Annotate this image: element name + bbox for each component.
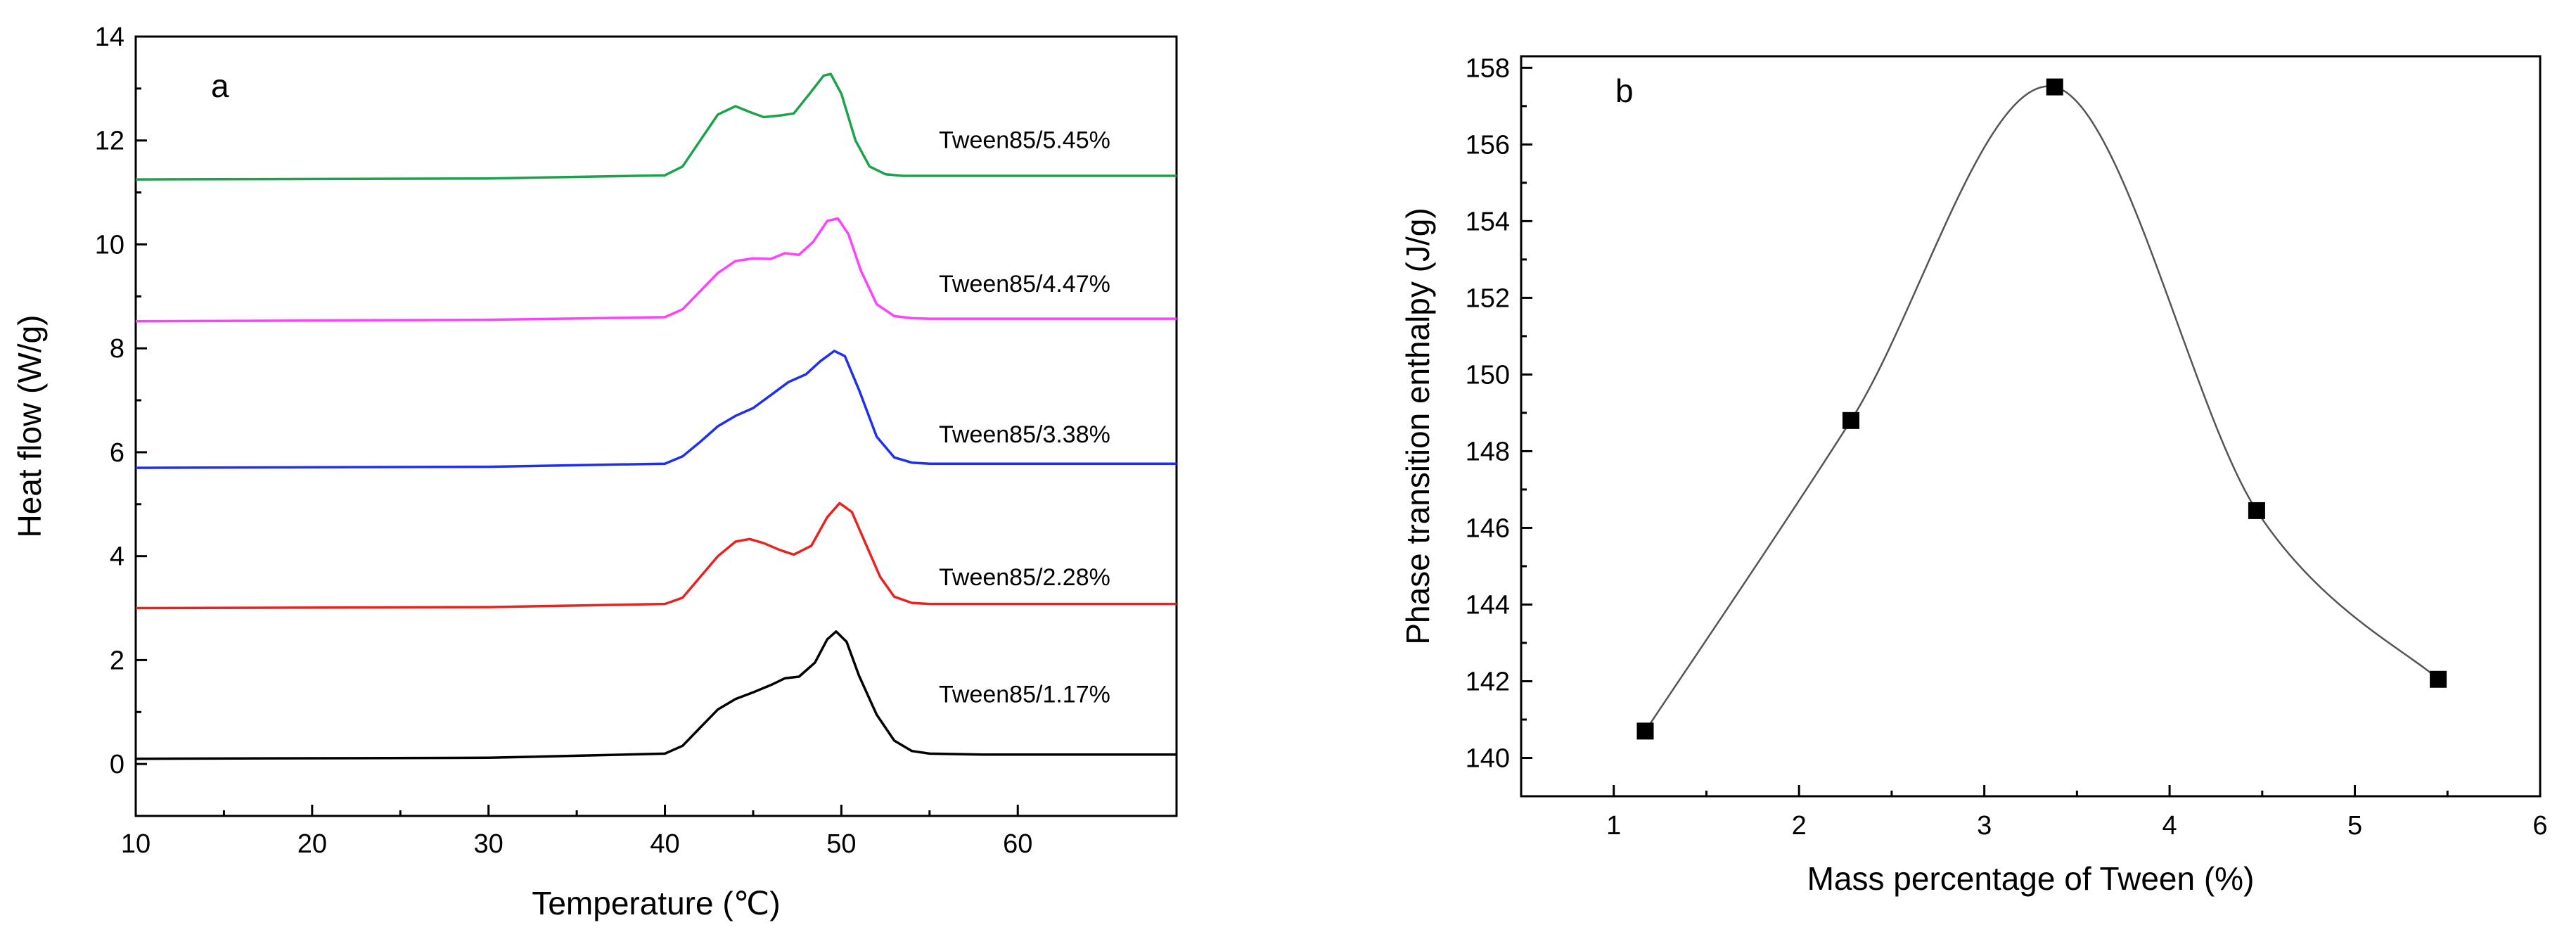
y-tick-label: 154: [1466, 207, 1510, 236]
panel-a-plot-frame: [134, 35, 1178, 817]
panel-label: a: [211, 68, 229, 104]
curve-label: Tween85/5.45%: [939, 127, 1110, 153]
y-tick-label: 0: [110, 750, 124, 779]
y-tick-label: 152: [1466, 283, 1510, 313]
fitted-curve: [1644, 85, 2439, 732]
x-axis-title: Temperature (℃): [532, 885, 780, 921]
y-tick-label: 6: [110, 438, 124, 468]
y-tick-label: 144: [1466, 590, 1510, 620]
data-point-marker: [2248, 502, 2265, 519]
x-tick-label: 2: [1792, 811, 1807, 841]
panel-a-heat-flow-chart: 10 20 30 40 50 60 0 2 4 6 8 10 12 14 Temperature (℃) He…: [11, 23, 1178, 921]
data-point-marker: [2046, 78, 2063, 96]
data-point-marker: [1636, 722, 1654, 740]
y-tick-label: 140: [1466, 743, 1510, 773]
x-tick-label: 30: [474, 829, 504, 859]
data-point-marker: [2430, 670, 2447, 688]
panel-b-plot-frame: [1520, 55, 2542, 798]
data-point-marker: [1842, 411, 1859, 429]
x-tick-label: 50: [826, 829, 856, 859]
y-tick-label: 158: [1466, 53, 1510, 83]
x-tick-label: 20: [297, 829, 327, 859]
heat-flow-curve: [135, 630, 1177, 760]
heat-flow-curve: [135, 72, 1177, 181]
curve-label: Tween85/4.47%: [939, 271, 1110, 298]
x-axis-title: Mass percentage of Tween (%): [1807, 860, 2255, 897]
y-tick-label: 4: [110, 542, 124, 572]
y-tick-label: 156: [1466, 130, 1510, 160]
x-tick-label: 3: [1977, 811, 1992, 841]
x-tick-label: 40: [650, 829, 679, 859]
y-axis-title: Phase transition enthalpy (J/g): [1399, 208, 1436, 644]
x-tick-label: 60: [1003, 829, 1032, 859]
panel-b-enthalpy-chart: 1 2 3 4 5 6 140 142 144 146 148 150 152 154 156 158 Mass…: [1399, 53, 2548, 897]
y-tick-label: 142: [1466, 667, 1510, 696]
y-tick-label: 10: [95, 230, 124, 260]
y-tick-label: 8: [110, 334, 124, 364]
panel-label: b: [1615, 72, 1634, 109]
x-tick-label: 4: [2162, 811, 2177, 841]
x-tick-label: 1: [1606, 811, 1621, 841]
curve-label: Tween85/2.28%: [939, 564, 1110, 591]
y-tick-label: 150: [1466, 360, 1510, 390]
x-tick-label: 6: [2532, 811, 2547, 841]
x-tick-label: 5: [2347, 811, 2362, 841]
y-tick-label: 148: [1466, 437, 1510, 466]
heat-flow-curve: [135, 350, 1177, 469]
heat-flow-curve: [135, 502, 1177, 610]
y-tick-label: 2: [110, 646, 124, 675]
y-tick-label: 146: [1466, 513, 1510, 543]
y-axis-title: Heat flow (W/g): [11, 315, 48, 538]
curve-label: Tween85/3.38%: [939, 421, 1110, 448]
curve-label: Tween85/1.17%: [939, 681, 1110, 708]
heat-flow-curve: [135, 217, 1177, 323]
y-tick-label: 12: [95, 127, 124, 156]
x-tick-label: 10: [121, 829, 150, 859]
y-tick-label: 14: [95, 23, 124, 52]
